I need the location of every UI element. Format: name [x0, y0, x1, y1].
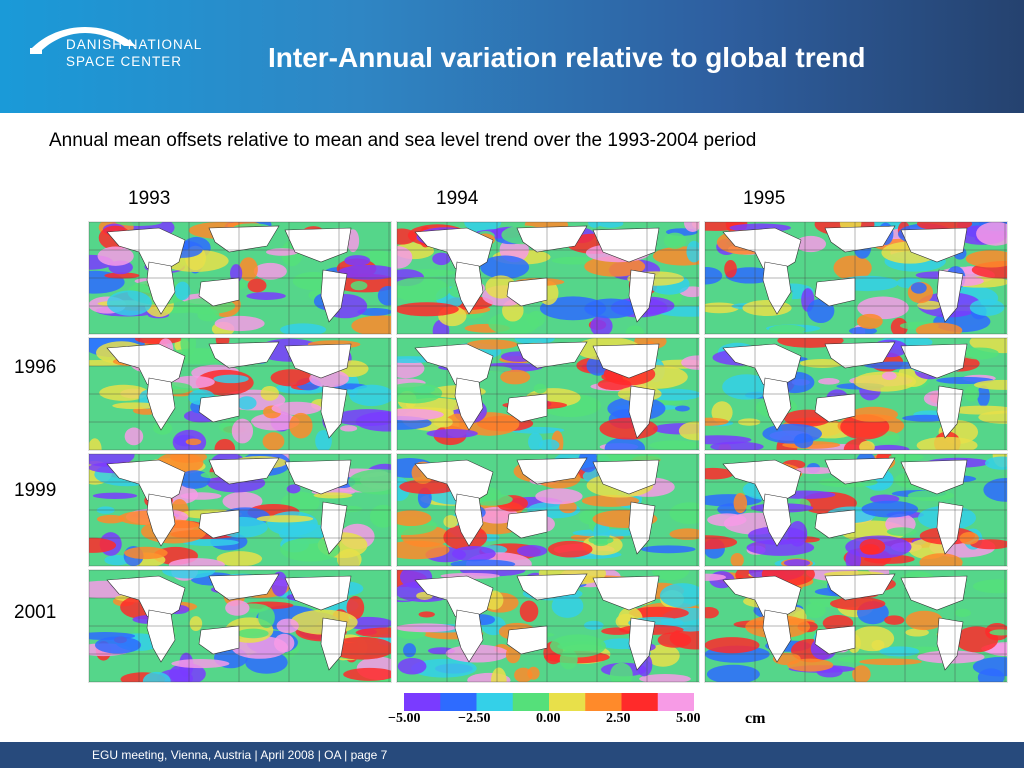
sea-level-anomaly-map [396, 221, 700, 335]
map-image [397, 454, 699, 566]
colorbar-swatch [621, 693, 659, 711]
color-scale-bar [404, 693, 694, 711]
sea-level-anomaly-map [704, 453, 1008, 567]
sea-level-anomaly-map [704, 221, 1008, 335]
slide-title: Inter-Annual variation relative to globa… [268, 42, 866, 73]
sea-level-anomaly-map [88, 337, 392, 451]
map-image [89, 570, 391, 682]
column-label-3: 1995 [743, 188, 786, 209]
slide-subtitle: Annual mean offsets relative to mean and… [49, 130, 757, 151]
colorbar-tick-4: 2.50 [606, 711, 631, 726]
map-image [89, 222, 391, 334]
map-image [397, 338, 699, 450]
map-image [397, 570, 699, 682]
colorbar-unit: cm [745, 710, 766, 727]
colorbar-swatch [440, 693, 477, 711]
sea-level-anomaly-map [88, 453, 392, 567]
colorbar-swatch [585, 693, 622, 711]
colorbar-tick-5: 5.00 [676, 711, 701, 726]
sea-level-anomaly-map [88, 221, 392, 335]
sea-level-anomaly-map [704, 569, 1008, 683]
footer-text: EGU meeting, Vienna, Austria | April 200… [92, 748, 388, 762]
map-image [705, 570, 1007, 682]
map-image [397, 222, 699, 334]
sea-level-anomaly-map [704, 337, 1008, 451]
colorbar-tick-1: −5.00 [388, 711, 421, 726]
colorbar-swatch [549, 693, 586, 711]
map-image [89, 454, 391, 566]
colorbar-tick-2: −2.50 [458, 711, 491, 726]
map-image [705, 222, 1007, 334]
map-image [89, 338, 391, 450]
sea-level-anomaly-map [88, 569, 392, 683]
colorbar-swatch [476, 693, 514, 711]
colorbar-swatch [657, 693, 694, 711]
logo-text: DANISH NATIONAL SPACE CENTER [66, 36, 202, 70]
footer-bar: EGU meeting, Vienna, Austria | April 200… [0, 742, 1024, 768]
column-label-2: 1994 [436, 188, 479, 209]
sea-level-anomaly-map [396, 569, 700, 683]
row-label-2: 1999 [14, 480, 57, 501]
row-label-3: 2001 [14, 602, 57, 623]
sea-level-anomaly-map [396, 337, 700, 451]
map-image [705, 454, 1007, 566]
row-label-1: 1996 [14, 357, 57, 378]
logo-line2: SPACE CENTER [66, 54, 183, 69]
colorbar-swatch [404, 693, 441, 711]
colorbar-tick-3: 0.00 [536, 711, 561, 726]
column-label-1: 1993 [128, 188, 171, 209]
sea-level-map-grid [88, 221, 1008, 686]
map-image [705, 338, 1007, 450]
colorbar-swatch [512, 693, 550, 711]
logo-line1: DANISH NATIONAL [66, 37, 203, 52]
header-bar: DANISH NATIONAL SPACE CENTER Inter-Annua… [0, 0, 1024, 113]
dnsc-logo-icon [30, 26, 136, 54]
sea-level-anomaly-map [396, 453, 700, 567]
